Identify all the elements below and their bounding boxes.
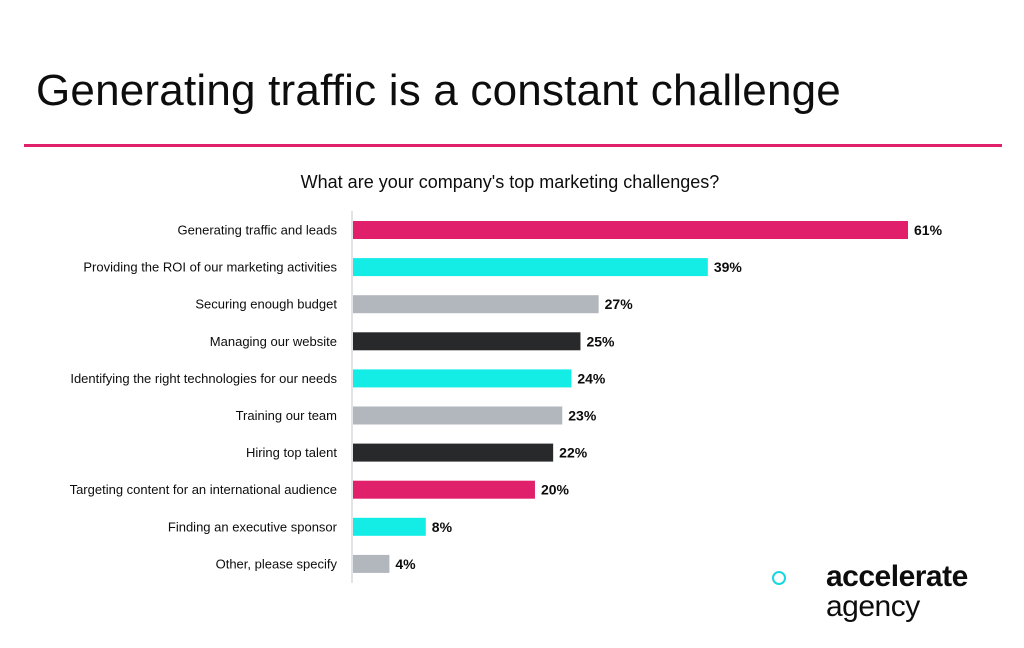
title-divider	[24, 144, 1002, 147]
category-label: Providing the ROI of our marketing activ…	[83, 260, 337, 275]
category-label: Identifying the right technologies for o…	[70, 371, 337, 386]
bar	[353, 517, 426, 536]
logo-wordmark-line2: agency	[826, 590, 920, 623]
logo-wordmark-line1: accelerate	[826, 560, 968, 593]
category-label: Other, please specify	[216, 556, 338, 571]
bar	[353, 480, 535, 499]
circle-icon	[772, 571, 786, 585]
bar	[353, 443, 554, 462]
bar-value-label: 25%	[586, 333, 615, 349]
chart-subtitle: What are your company's top marketing ch…	[301, 172, 720, 192]
bar-value-label: 27%	[605, 296, 634, 312]
bar	[353, 295, 599, 314]
bar-value-label: 8%	[432, 519, 453, 535]
accelerate-agency-logo: accelerate agency	[772, 560, 1002, 628]
bar-value-label: 22%	[559, 445, 588, 461]
category-label: Finding an executive sponsor	[168, 519, 338, 534]
bar	[353, 554, 390, 573]
category-label: Generating traffic and leads	[178, 223, 338, 238]
bar	[353, 369, 572, 388]
bar	[353, 258, 708, 277]
bar-value-label: 61%	[914, 222, 943, 238]
chart-title: Generating traffic is a constant challen…	[36, 66, 841, 115]
bar-value-label: 24%	[577, 370, 606, 386]
bar-value-label: 39%	[714, 259, 743, 275]
category-label: Securing enough budget	[195, 297, 337, 312]
bar	[353, 406, 563, 425]
bar	[353, 221, 908, 239]
bar	[353, 332, 581, 351]
bar-value-label: 4%	[395, 556, 416, 572]
category-label: Hiring top talent	[246, 445, 337, 460]
category-label: Managing our website	[210, 334, 337, 349]
bar-value-label: 23%	[568, 408, 597, 424]
category-label: Training our team	[236, 408, 337, 423]
category-label: Targeting content for an international a…	[70, 482, 337, 497]
bar-value-label: 20%	[541, 482, 570, 498]
